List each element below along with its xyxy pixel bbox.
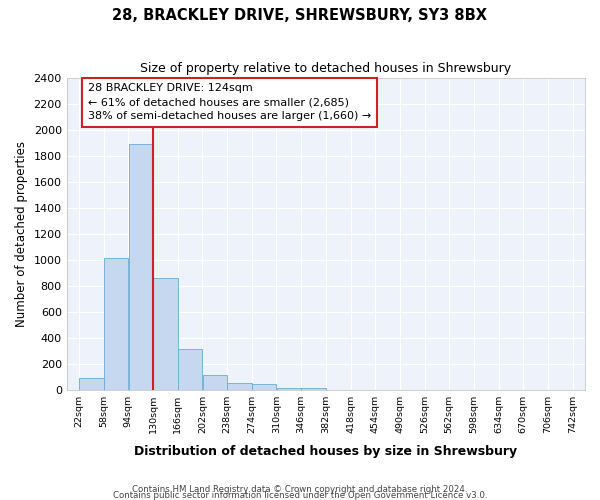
Y-axis label: Number of detached properties: Number of detached properties bbox=[15, 141, 28, 327]
Text: Contains HM Land Registry data © Crown copyright and database right 2024.: Contains HM Land Registry data © Crown c… bbox=[132, 484, 468, 494]
Bar bbox=[203, 374, 227, 390]
Bar bbox=[153, 278, 178, 390]
Bar bbox=[128, 144, 153, 390]
Bar bbox=[227, 383, 251, 390]
Bar bbox=[252, 384, 276, 390]
Text: 28 BRACKLEY DRIVE: 124sqm
← 61% of detached houses are smaller (2,685)
38% of se: 28 BRACKLEY DRIVE: 124sqm ← 61% of detac… bbox=[88, 84, 371, 122]
Text: 28, BRACKLEY DRIVE, SHREWSBURY, SY3 8BX: 28, BRACKLEY DRIVE, SHREWSBURY, SY3 8BX bbox=[113, 8, 487, 22]
Title: Size of property relative to detached houses in Shrewsbury: Size of property relative to detached ho… bbox=[140, 62, 511, 76]
X-axis label: Distribution of detached houses by size in Shrewsbury: Distribution of detached houses by size … bbox=[134, 444, 517, 458]
Bar bbox=[301, 388, 326, 390]
Bar bbox=[104, 258, 128, 390]
Bar bbox=[277, 388, 301, 390]
Bar bbox=[79, 378, 104, 390]
Text: Contains public sector information licensed under the Open Government Licence v3: Contains public sector information licen… bbox=[113, 490, 487, 500]
Bar bbox=[178, 348, 202, 390]
